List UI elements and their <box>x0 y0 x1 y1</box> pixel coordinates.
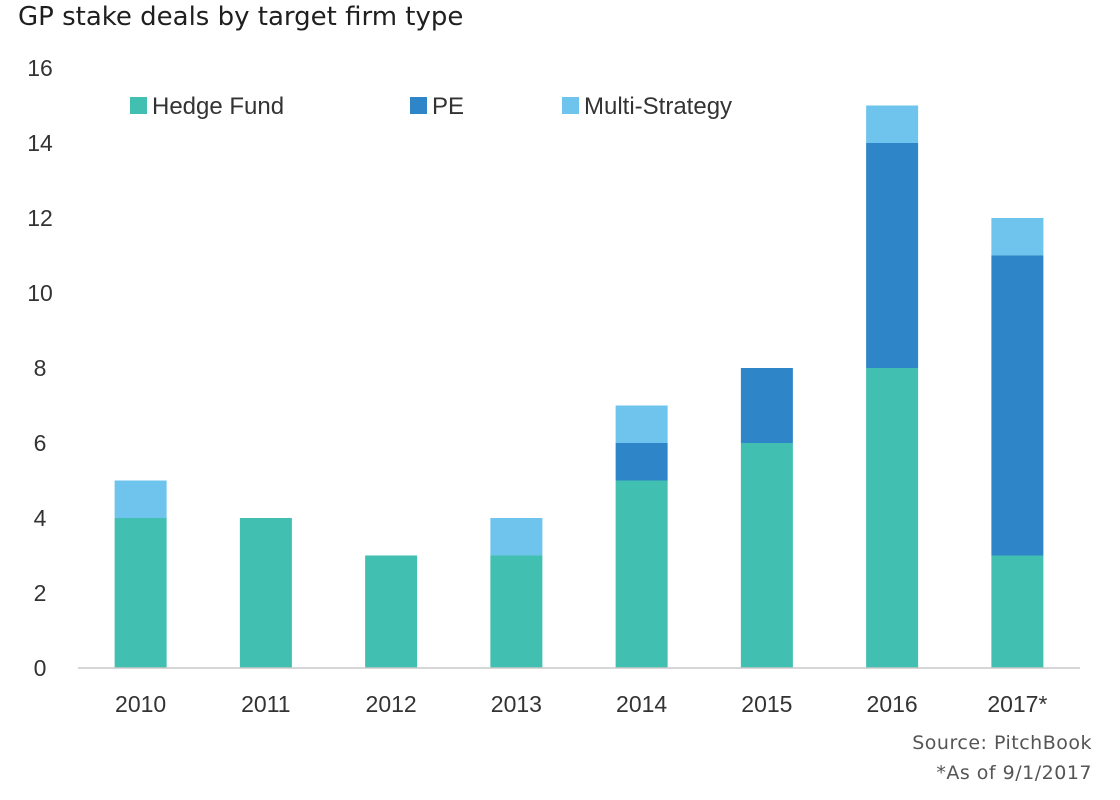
legend-swatch <box>410 97 427 114</box>
legend-swatch <box>562 97 579 114</box>
bar-segment-multi-strategy-2016 <box>866 105 919 143</box>
y-axis: 0 2 4 6 8 10 12 14 16 <box>27 55 53 681</box>
y-tick-label: 0 <box>34 655 47 681</box>
x-tick-label: 2012 <box>366 691 417 717</box>
y-tick-label: 2 <box>34 580 47 606</box>
legend-label: Multi-Strategy <box>584 93 732 120</box>
y-tick-label: 10 <box>27 280 53 306</box>
x-tick-label: 2015 <box>741 691 792 717</box>
bar-segment-hedge-fund-2014 <box>615 480 668 668</box>
bar-segment-pe-2016 <box>866 143 919 368</box>
x-tick-label: 2017* <box>987 691 1047 717</box>
bar-segment-pe-2015 <box>740 368 793 443</box>
bar-segment-multi-strategy-2017 <box>991 218 1044 256</box>
x-tick-label: 2013 <box>491 691 542 717</box>
bar-segment-pe-2014 <box>615 443 668 481</box>
bar-segment-multi-strategy-2014 <box>615 405 668 443</box>
bar-segment-hedge-fund-2011 <box>239 518 292 668</box>
y-tick-label: 4 <box>34 505 47 531</box>
legend-label: Hedge Fund <box>152 93 284 120</box>
y-tick-label: 12 <box>27 205 53 231</box>
bar-segment-multi-strategy-2013 <box>490 518 543 556</box>
chart-title: GP stake deals by target firm type <box>18 2 464 32</box>
bar-segment-hedge-fund-2012 <box>365 555 418 668</box>
bar-segment-hedge-fund-2015 <box>740 443 793 668</box>
bar-segment-hedge-fund-2017 <box>991 555 1044 668</box>
source-note: Source: PitchBook <box>912 732 1092 754</box>
bar-segment-hedge-fund-2013 <box>490 555 543 668</box>
x-tick-label: 2011 <box>241 691 290 717</box>
x-tick-label: 2016 <box>867 691 918 717</box>
x-axis: 2010 2011 2012 2013 2014 2015 2016 2017* <box>115 691 1047 717</box>
y-tick-label: 6 <box>34 430 47 456</box>
y-tick-label: 14 <box>27 130 53 156</box>
legend-swatch <box>130 97 147 114</box>
as-of-note: *As of 9/1/2017 <box>936 762 1092 784</box>
y-tick-label: 16 <box>27 55 53 81</box>
bar-segment-multi-strategy-2010 <box>114 480 167 518</box>
bar-area <box>114 105 1044 668</box>
x-tick-label: 2010 <box>115 691 166 717</box>
bar-segment-hedge-fund-2016 <box>866 368 919 668</box>
bar-segment-hedge-fund-2010 <box>114 518 167 668</box>
x-tick-label: 2014 <box>616 691 667 717</box>
legend-label: PE <box>432 93 464 120</box>
y-tick-label: 8 <box>34 355 47 381</box>
bar-segment-pe-2017 <box>991 255 1044 556</box>
legend: Hedge Fund PE Multi-Strategy <box>130 93 732 120</box>
